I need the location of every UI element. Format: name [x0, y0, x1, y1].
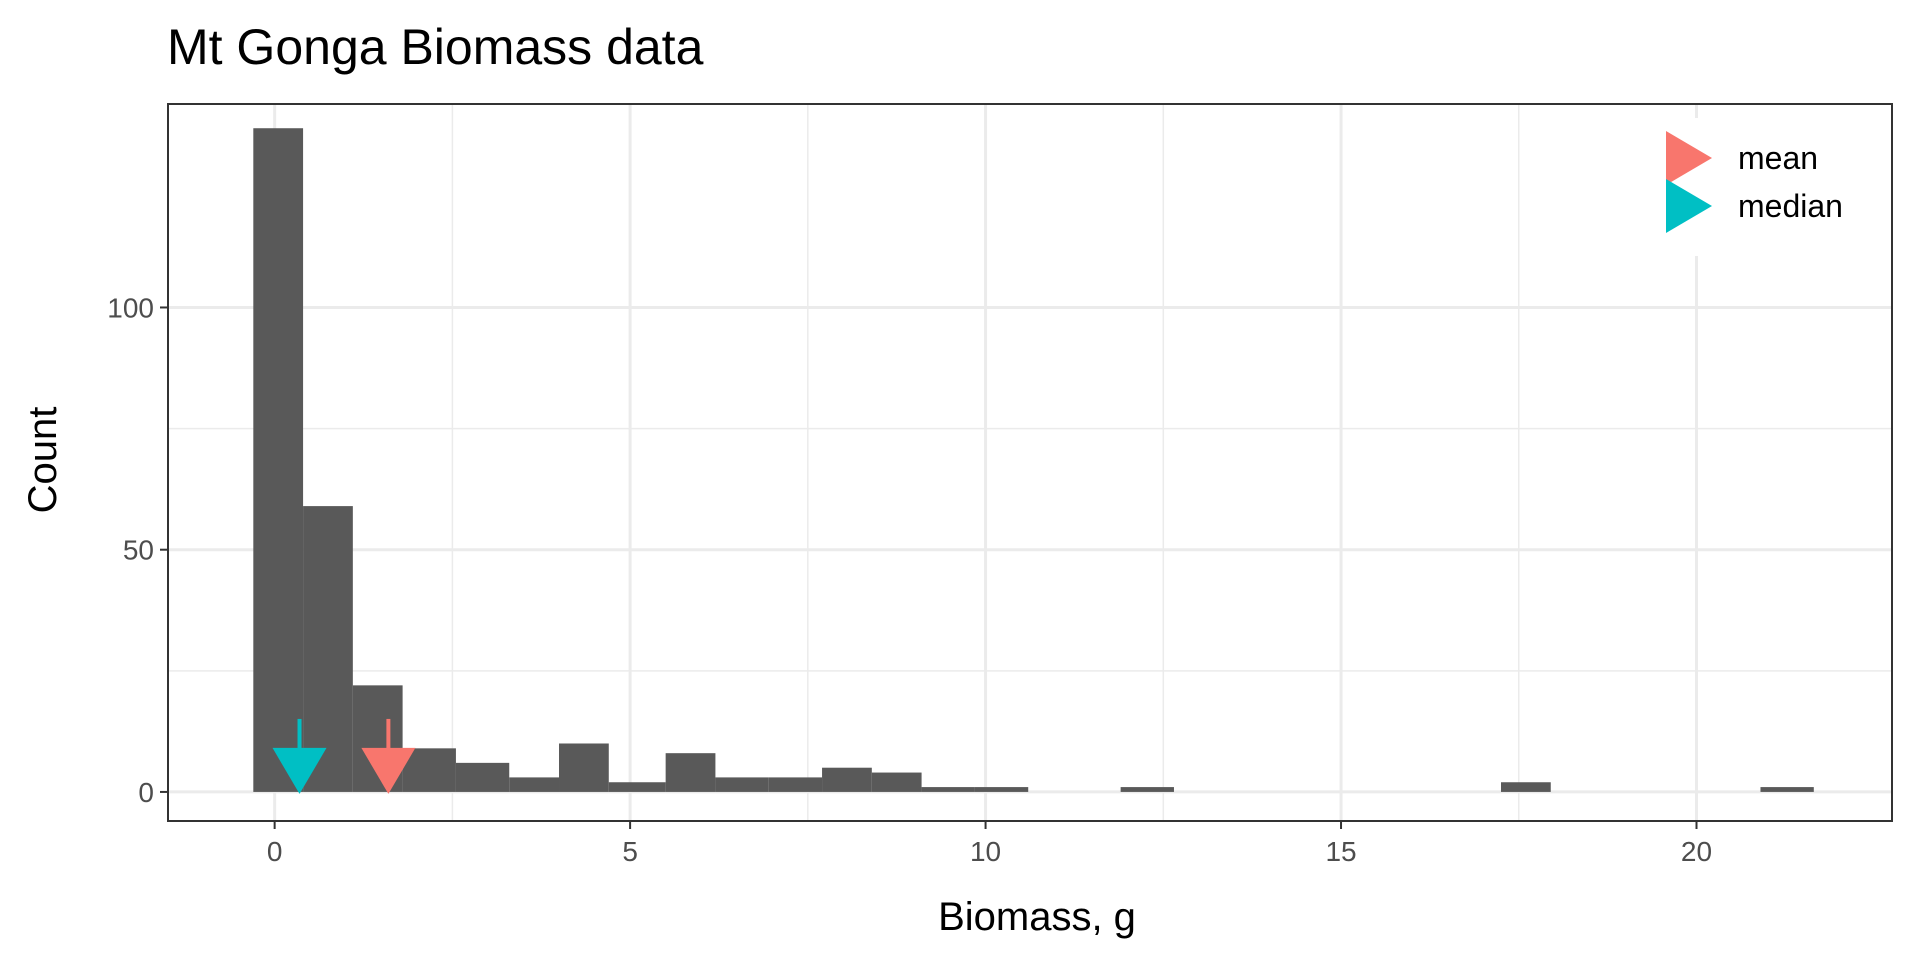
x-tick-label: 5: [622, 836, 638, 867]
x-tick-label: 0: [267, 836, 283, 867]
histogram-bar: [715, 777, 769, 792]
grid-lines: [168, 104, 1892, 821]
legend: mean median: [1640, 118, 1880, 256]
plot-panel-border: [167, 103, 1893, 822]
histogram-bars: [253, 128, 1814, 792]
legend-item-mean: mean: [1666, 131, 1818, 185]
histogram-bar: [974, 787, 1029, 792]
histogram-bar: [1500, 782, 1551, 792]
x-tick-label: 10: [970, 836, 1001, 867]
histogram-bar: [303, 506, 353, 792]
histogram-bar: [822, 767, 872, 792]
legend-item-median: median: [1666, 179, 1843, 233]
histogram-bar: [559, 743, 609, 792]
y-tick-label: 0: [138, 777, 154, 808]
histogram-bar: [1760, 787, 1814, 792]
y-axis-title: Count: [21, 407, 65, 514]
histogram-bar: [871, 772, 922, 792]
histogram-bar: [921, 787, 975, 792]
y-tick-label: 50: [123, 535, 154, 566]
histogram-bar: [768, 777, 823, 792]
median-marker: [272, 718, 327, 794]
x-axis-title: Biomass, g: [938, 895, 1136, 939]
y-axis-ticks: 0 50 100: [107, 292, 168, 808]
x-axis-ticks: 0 5 10 15 20: [267, 821, 1712, 867]
histogram-bar: [253, 128, 304, 792]
histogram-bar: [1120, 787, 1174, 792]
histogram-bar: [402, 748, 456, 792]
legend-label: mean: [1738, 140, 1818, 176]
histogram-bar: [509, 777, 560, 792]
mean-legend-key: [1666, 131, 1712, 185]
mean-marker: [361, 718, 416, 794]
y-tick-label: 100: [107, 292, 154, 323]
median-legend-key: [1666, 179, 1712, 233]
histogram-bar: [455, 762, 510, 792]
legend-label: median: [1738, 188, 1843, 224]
chart-title: Mt Gonga Biomass data: [167, 19, 704, 75]
x-tick-label: 15: [1325, 836, 1356, 867]
mean-marker-arrowhead: [361, 747, 416, 794]
histogram-bar: [665, 753, 716, 792]
histogram-bar: [608, 782, 666, 792]
median-marker-arrowhead: [272, 747, 327, 794]
stat-markers: [272, 718, 416, 794]
x-tick-label: 20: [1681, 836, 1712, 867]
